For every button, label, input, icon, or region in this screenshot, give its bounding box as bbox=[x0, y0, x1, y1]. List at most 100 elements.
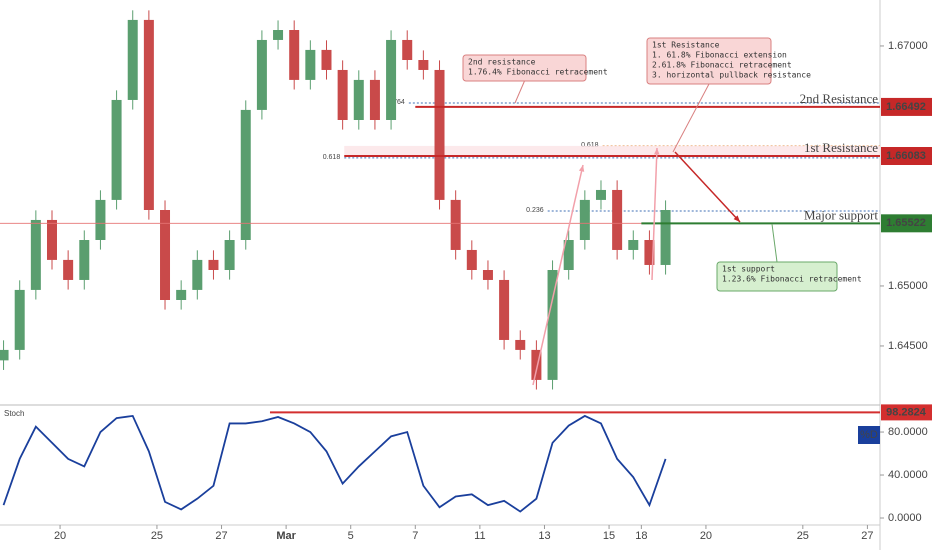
callout-pointer bbox=[514, 80, 525, 104]
x-tick-label: 20 bbox=[54, 530, 66, 542]
candle-body bbox=[321, 49, 332, 70]
x-tick-label: 25 bbox=[797, 530, 809, 542]
candle-body bbox=[434, 69, 445, 200]
x-tick-label: 27 bbox=[215, 530, 227, 542]
callout-pointer bbox=[771, 223, 778, 263]
candle-body bbox=[466, 249, 477, 270]
x-tick-label: 25 bbox=[151, 530, 163, 542]
candle-body bbox=[369, 79, 380, 120]
candle-body bbox=[30, 219, 41, 290]
candle-body bbox=[579, 199, 590, 240]
candle-body bbox=[337, 69, 348, 120]
y2-tick-label: 80.0000 bbox=[888, 426, 928, 438]
candle-body bbox=[531, 349, 542, 380]
x-tick-label: 5 bbox=[348, 530, 354, 542]
indicator-level-box bbox=[881, 404, 932, 421]
level-name: 1st Resistance bbox=[804, 140, 878, 155]
indicator-line bbox=[2, 414, 667, 513]
x-tick-label: Mar bbox=[276, 530, 296, 542]
candle-body bbox=[0, 349, 9, 361]
level-value: 1.65522 bbox=[886, 217, 926, 229]
candle-body bbox=[143, 19, 154, 211]
arrow-head bbox=[654, 148, 660, 155]
candle-body bbox=[628, 240, 639, 250]
fib-label: 0.618 bbox=[323, 154, 341, 161]
level-value-box bbox=[881, 97, 932, 116]
fib-label: 0.764 bbox=[387, 99, 405, 106]
candle-body bbox=[612, 189, 623, 250]
candle-body bbox=[386, 39, 397, 120]
x-tick-label: 18 bbox=[635, 530, 647, 542]
candle-body bbox=[450, 199, 461, 250]
candle-body bbox=[224, 240, 235, 270]
candle-body bbox=[305, 49, 316, 80]
candle-body bbox=[176, 289, 187, 300]
candle-body bbox=[208, 259, 219, 270]
candle-body bbox=[192, 259, 203, 290]
candle-body bbox=[499, 279, 510, 340]
level-value: 1.66492 bbox=[886, 101, 926, 113]
level-name: Major support bbox=[804, 207, 878, 222]
candle-body bbox=[563, 240, 574, 270]
candle-body bbox=[644, 240, 655, 265]
candle-body bbox=[14, 289, 25, 350]
candle-body bbox=[595, 189, 606, 200]
x-tick-label: 7 bbox=[412, 530, 418, 542]
indicator-legend-box bbox=[858, 426, 880, 444]
candle-body bbox=[95, 199, 106, 240]
callout-text: 1.76.4% Fibonacci retracement bbox=[468, 68, 608, 77]
callout-text: 2nd resistance bbox=[468, 58, 536, 67]
y-tick-label: 1.65000 bbox=[888, 280, 928, 292]
candle-body bbox=[289, 30, 300, 80]
y2-tick-label: 0.0000 bbox=[888, 512, 922, 524]
x-tick-label: 11 bbox=[474, 530, 485, 542]
callout-text: 1. 61.8% Fibonacci extension bbox=[652, 51, 787, 60]
candle-body bbox=[160, 210, 171, 300]
arrow bbox=[651, 147, 658, 281]
candle-body bbox=[46, 219, 57, 260]
level-value-box bbox=[881, 147, 932, 165]
candle-body bbox=[547, 270, 558, 380]
resistance-zone bbox=[344, 145, 881, 156]
candle-body bbox=[273, 30, 284, 40]
candle-body bbox=[127, 19, 138, 100]
x-tick-label: 13 bbox=[538, 530, 550, 542]
level-value-box bbox=[881, 214, 932, 233]
arrow-head bbox=[578, 165, 585, 172]
indicator-name: Stoch bbox=[4, 409, 24, 418]
callout-pointer bbox=[672, 83, 710, 153]
candle-body bbox=[482, 270, 493, 280]
arrow bbox=[532, 164, 584, 386]
callout-box bbox=[462, 54, 587, 82]
fib-label: 0.236 bbox=[526, 207, 544, 214]
candle-body bbox=[402, 39, 413, 60]
callout-text: 3. horizontal pullback resistance bbox=[652, 71, 811, 80]
callout-text: 1.23.6% Fibonacci retracement bbox=[722, 275, 862, 284]
arrow-head bbox=[733, 215, 740, 222]
callout-text: 1st support bbox=[722, 265, 775, 274]
level-name: 2nd Resistance bbox=[800, 91, 879, 106]
callout-text: 2.61.8% Fibonacci retracement bbox=[652, 61, 792, 70]
candle-body bbox=[63, 259, 74, 280]
candle-body bbox=[79, 240, 90, 280]
indicator-level-value: 98.2824 bbox=[886, 406, 927, 418]
callout-box bbox=[646, 37, 772, 85]
candle-body bbox=[660, 210, 671, 265]
candle-body bbox=[240, 109, 251, 240]
indicator-legend: %D bbox=[860, 429, 878, 441]
candle-body bbox=[111, 99, 122, 200]
callout-text: 1st Resistance bbox=[652, 41, 720, 50]
candle-body bbox=[256, 39, 267, 110]
y-tick-label: 1.64500 bbox=[888, 340, 928, 352]
level-value: 1.66083 bbox=[886, 150, 926, 162]
x-tick-label: 27 bbox=[861, 530, 873, 542]
arrow bbox=[674, 151, 741, 223]
fib-label: 0.618 bbox=[581, 142, 599, 149]
candle-body bbox=[353, 79, 364, 120]
x-tick-label: 15 bbox=[603, 530, 615, 542]
callout-box bbox=[716, 261, 838, 292]
y2-tick-label: 40.0000 bbox=[888, 469, 928, 481]
candle-body bbox=[418, 60, 429, 70]
y-tick-label: 1.67000 bbox=[888, 40, 928, 52]
